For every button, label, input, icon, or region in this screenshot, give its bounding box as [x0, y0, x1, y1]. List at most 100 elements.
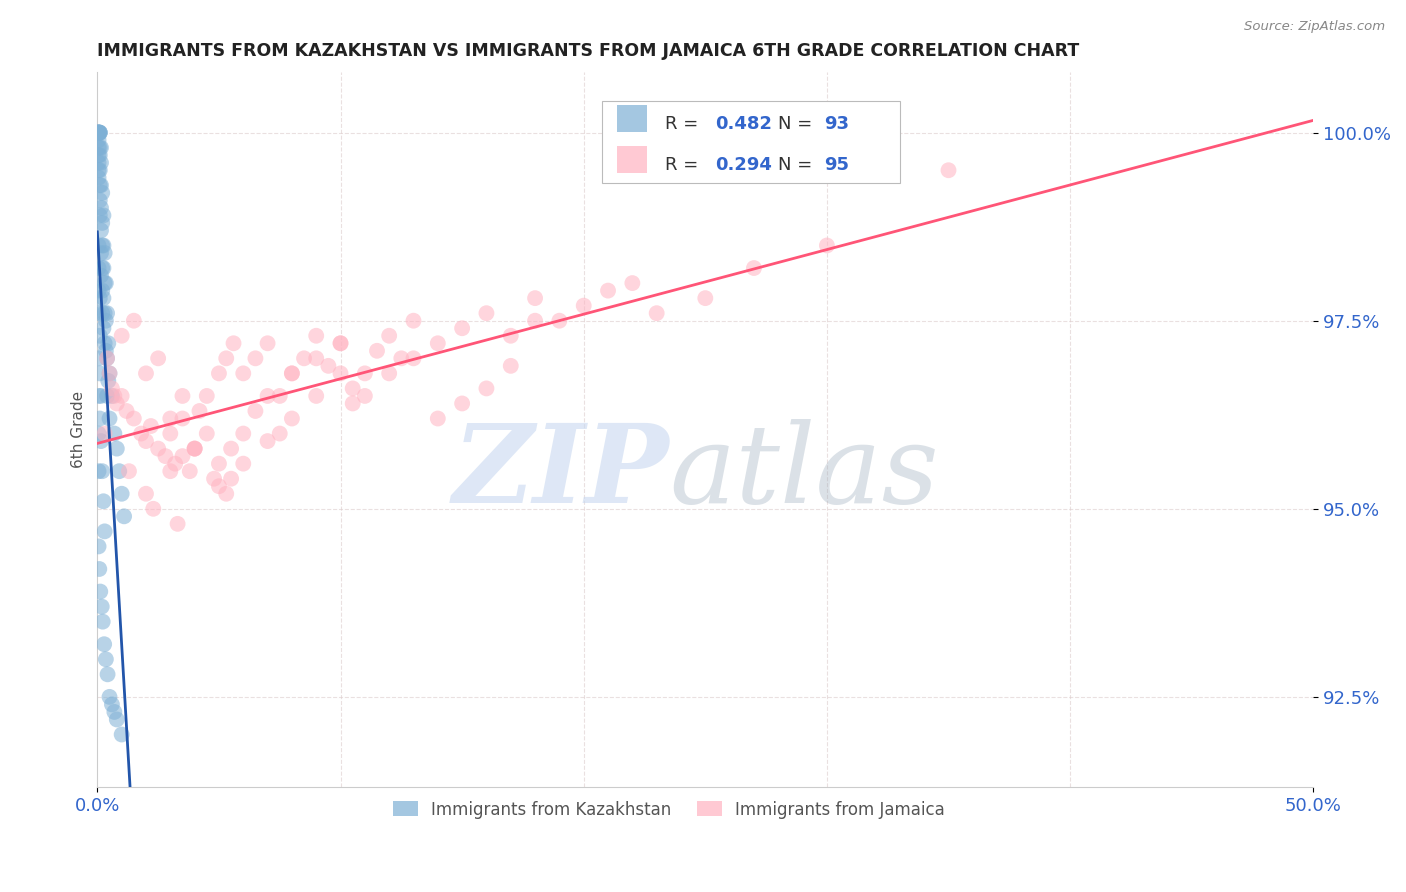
Point	[89, 367, 111, 381]
Point	[93, 426, 115, 441]
Point	[195, 389, 218, 403]
Point	[87, 464, 110, 478]
Point	[90, 155, 112, 169]
Point	[108, 464, 131, 478]
Point	[105, 713, 128, 727]
Point	[90, 389, 112, 403]
Point	[93, 306, 115, 320]
Point	[353, 367, 375, 381]
Point	[183, 442, 205, 456]
Point	[475, 381, 498, 395]
Point	[87, 126, 110, 140]
Point	[172, 449, 194, 463]
Point	[97, 374, 120, 388]
Point	[135, 487, 157, 501]
Point	[91, 306, 114, 320]
Point	[342, 396, 364, 410]
Point	[402, 314, 425, 328]
Point	[938, 163, 960, 178]
Point	[146, 351, 169, 366]
Point	[101, 389, 124, 403]
Point	[96, 351, 118, 366]
Point	[232, 426, 254, 441]
Point	[90, 141, 112, 155]
Point	[90, 201, 112, 215]
Point	[94, 276, 117, 290]
Point	[87, 126, 110, 140]
Point	[135, 434, 157, 448]
Point	[159, 426, 181, 441]
Point	[402, 351, 425, 366]
Point	[105, 442, 128, 456]
Point	[87, 284, 110, 298]
Text: N =: N =	[779, 156, 818, 174]
Point	[91, 238, 114, 252]
Point	[129, 426, 152, 441]
Point	[89, 126, 111, 140]
Point	[378, 328, 401, 343]
Point	[548, 314, 571, 328]
Point	[87, 351, 110, 366]
Point	[87, 170, 110, 185]
Point	[281, 411, 304, 425]
Point	[245, 404, 267, 418]
Text: Source: ZipAtlas.com: Source: ZipAtlas.com	[1244, 20, 1385, 33]
Point	[87, 126, 110, 140]
Point	[155, 449, 177, 463]
Point	[91, 216, 114, 230]
Point	[122, 314, 145, 328]
Point	[87, 238, 110, 252]
Point	[572, 299, 595, 313]
Point	[159, 464, 181, 478]
Point	[172, 411, 194, 425]
Point	[142, 501, 165, 516]
Bar	[617, 146, 647, 173]
Point	[93, 321, 115, 335]
Point	[165, 457, 187, 471]
Point	[97, 336, 120, 351]
Point	[183, 442, 205, 456]
Point	[87, 126, 110, 140]
Point	[269, 426, 291, 441]
Point	[111, 487, 134, 501]
Point	[93, 291, 115, 305]
Point	[89, 208, 111, 222]
Point	[87, 389, 110, 403]
Point	[89, 148, 111, 162]
Point	[87, 426, 110, 441]
Point	[292, 351, 315, 366]
Point	[87, 126, 110, 140]
Point	[215, 351, 238, 366]
Point	[94, 314, 117, 328]
Point	[93, 238, 115, 252]
Point	[94, 343, 117, 358]
Point	[353, 389, 375, 403]
Point	[645, 306, 668, 320]
Text: R =: R =	[665, 156, 704, 174]
Point	[89, 562, 111, 576]
Text: ZIP: ZIP	[453, 419, 669, 526]
Text: R =: R =	[665, 115, 704, 133]
Point	[695, 291, 717, 305]
Point	[89, 126, 111, 140]
Point	[98, 367, 121, 381]
Point	[305, 351, 328, 366]
Point	[97, 667, 120, 681]
Point	[90, 268, 112, 283]
Point	[93, 524, 115, 539]
Point	[245, 351, 267, 366]
Text: 95: 95	[824, 156, 849, 174]
Point	[90, 434, 112, 448]
Text: 93: 93	[824, 115, 849, 133]
Point	[90, 223, 112, 237]
Text: N =: N =	[779, 115, 818, 133]
Point	[105, 396, 128, 410]
Point	[281, 367, 304, 381]
Point	[742, 260, 765, 275]
Point	[499, 328, 522, 343]
Text: atlas: atlas	[669, 419, 938, 526]
Point	[89, 141, 111, 155]
Point	[89, 178, 111, 193]
Bar	[602, 101, 900, 183]
Point	[188, 404, 211, 418]
